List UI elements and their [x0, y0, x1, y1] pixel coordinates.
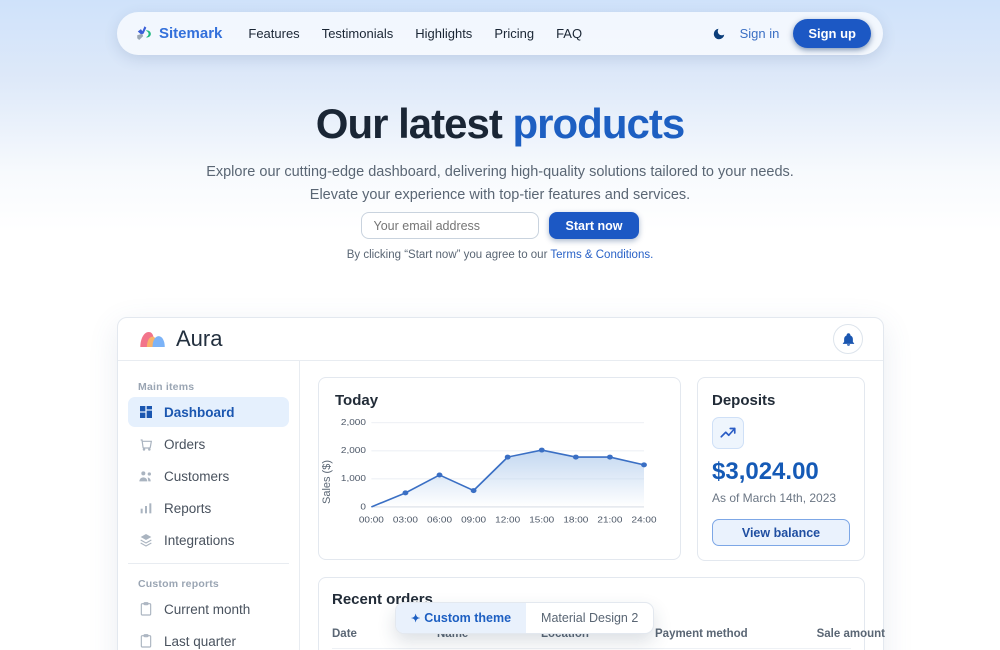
svg-text:2,000: 2,000	[341, 418, 366, 427]
svg-text:15:00: 15:00	[529, 515, 554, 524]
svg-text:06:00: 06:00	[427, 515, 452, 524]
svg-text:21:00: 21:00	[597, 515, 622, 524]
svg-text:18:00: 18:00	[563, 515, 588, 524]
svg-text:24:00: 24:00	[632, 515, 657, 524]
svg-text:0: 0	[360, 502, 366, 511]
svg-text:00:00: 00:00	[359, 515, 384, 524]
svg-text:1,000: 1,000	[341, 474, 366, 483]
svg-text:03:00: 03:00	[393, 515, 418, 524]
svg-text:12:00: 12:00	[495, 515, 520, 524]
svg-text:2,000: 2,000	[341, 446, 366, 455]
svg-text:09:00: 09:00	[461, 515, 486, 524]
